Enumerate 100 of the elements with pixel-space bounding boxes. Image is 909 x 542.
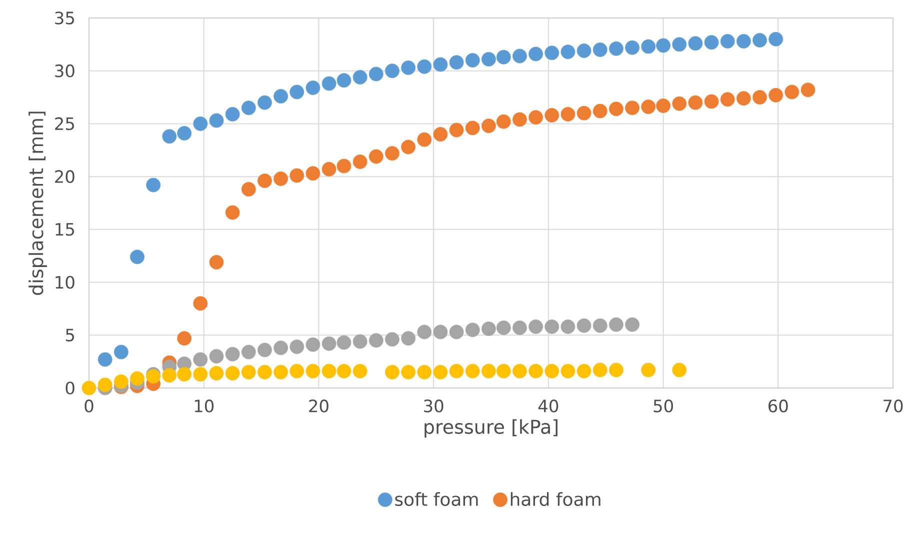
point xyxy=(385,332,400,347)
point xyxy=(496,114,511,129)
point xyxy=(368,66,384,82)
point xyxy=(576,44,592,58)
point xyxy=(449,55,464,70)
point xyxy=(114,344,128,360)
point xyxy=(625,40,640,55)
point xyxy=(368,149,384,164)
point xyxy=(258,364,272,380)
point xyxy=(465,322,480,338)
point xyxy=(306,337,320,352)
point xyxy=(98,378,112,392)
point xyxy=(385,146,400,161)
point xyxy=(385,64,400,78)
y-axis-title: displacement [mm] xyxy=(28,112,47,295)
point xyxy=(592,362,608,378)
point xyxy=(592,104,608,118)
point xyxy=(512,364,527,378)
point xyxy=(656,38,670,53)
x-axis-title: pressure [kPa] xyxy=(424,419,558,438)
y-tick-label: 15 xyxy=(56,223,74,236)
point xyxy=(209,113,224,128)
point xyxy=(209,255,224,270)
point xyxy=(496,364,511,378)
x-tick-label: 50 xyxy=(654,400,673,412)
point xyxy=(193,116,208,131)
point xyxy=(720,34,735,48)
point xyxy=(560,319,576,334)
point xyxy=(544,364,560,378)
point xyxy=(609,102,624,116)
point xyxy=(401,60,416,75)
point xyxy=(322,162,336,176)
point xyxy=(482,52,496,66)
point xyxy=(241,364,256,380)
point xyxy=(352,70,368,84)
point xyxy=(385,364,400,380)
point xyxy=(433,57,448,72)
legend-label: soft foam xyxy=(395,492,478,506)
point xyxy=(528,319,543,334)
point xyxy=(496,320,511,335)
y-tick-label: 5 xyxy=(66,328,74,342)
point xyxy=(401,364,416,380)
point xyxy=(482,364,496,378)
point xyxy=(641,100,656,114)
point xyxy=(560,364,576,378)
x-tick-label: 40 xyxy=(538,400,558,412)
point xyxy=(352,154,368,169)
point xyxy=(592,318,608,333)
point xyxy=(560,44,576,60)
y-tick-label: 30 xyxy=(55,64,74,78)
point xyxy=(368,333,384,348)
point xyxy=(720,92,735,107)
point xyxy=(433,364,448,380)
y-tick-label: 0 xyxy=(66,382,74,394)
point xyxy=(641,39,656,54)
point xyxy=(98,352,112,367)
x-tick-label: 60 xyxy=(768,400,788,412)
y-tick-label: 35 xyxy=(55,12,74,24)
point xyxy=(465,53,480,68)
point xyxy=(225,205,240,220)
point xyxy=(512,112,527,127)
point xyxy=(576,318,592,333)
point xyxy=(672,96,687,111)
point xyxy=(528,364,543,378)
point xyxy=(290,364,304,378)
point xyxy=(768,32,784,46)
point xyxy=(512,320,527,335)
point xyxy=(193,352,208,367)
point xyxy=(322,364,336,378)
point xyxy=(433,127,448,142)
point xyxy=(672,362,687,378)
point xyxy=(306,364,320,378)
point xyxy=(177,331,192,346)
point xyxy=(641,362,656,378)
point xyxy=(241,344,256,360)
point xyxy=(322,76,336,91)
point xyxy=(401,140,416,154)
point xyxy=(274,171,288,186)
point xyxy=(704,94,719,109)
point xyxy=(449,324,464,340)
point xyxy=(146,178,161,192)
x-tick-label: 30 xyxy=(424,400,444,412)
point xyxy=(162,129,177,144)
x-tick-label: 0 xyxy=(84,400,94,412)
point xyxy=(688,36,703,51)
point xyxy=(336,364,352,378)
point xyxy=(290,168,304,183)
point xyxy=(752,90,767,104)
point xyxy=(592,42,608,57)
point xyxy=(576,364,592,378)
point xyxy=(130,371,144,386)
point xyxy=(560,107,576,122)
point xyxy=(544,46,560,60)
point xyxy=(193,296,208,311)
x-tick-label: 20 xyxy=(309,400,328,412)
point xyxy=(336,158,352,174)
point xyxy=(449,364,464,378)
point xyxy=(162,368,177,383)
point xyxy=(736,34,751,48)
point xyxy=(528,46,543,62)
